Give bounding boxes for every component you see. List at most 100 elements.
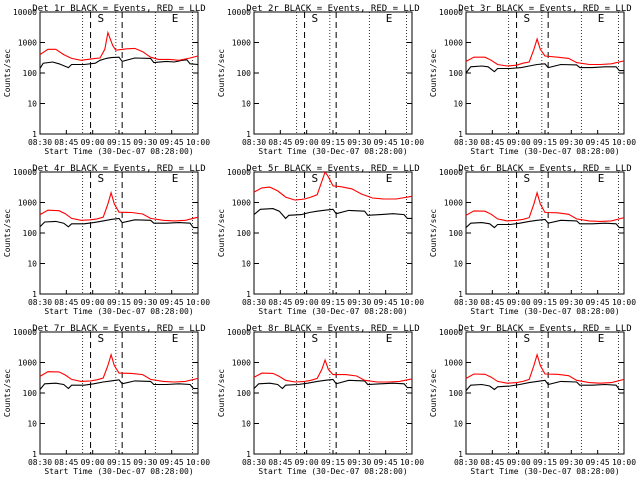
x-tick-label: 09:45 (374, 458, 398, 467)
y-axis-label: Counts/sec (429, 369, 438, 417)
x-tick-label: 08:30 (28, 298, 52, 307)
x-tick-label: 09:30 (347, 138, 371, 147)
y-tick-label: 10 (453, 260, 463, 269)
y-axis-label: Counts/sec (217, 49, 226, 97)
x-tick-label: 09:15 (533, 298, 557, 307)
marker-label-E: E (172, 332, 179, 345)
x-tick-label: 09:45 (160, 298, 184, 307)
x-tick-label: 08:30 (28, 458, 52, 467)
series-line-events (253, 378, 412, 390)
plot-frame (465, 11, 625, 135)
chart-title: Det 4r BLACK = Events, RED = LLD (32, 164, 205, 174)
y-axis-label: Counts/sec (3, 209, 12, 257)
x-tick-label: 08:30 (28, 138, 52, 147)
chart-title: Det 2r BLACK = Events, RED = LLD (246, 4, 419, 14)
x-tick-label: 08:45 (54, 298, 78, 307)
plot-frame (253, 11, 413, 135)
series-line-lld (465, 190, 625, 222)
series-line-lld (465, 352, 625, 384)
x-axis-label: Start Time (30-Dec-07 08:28:00) (470, 467, 619, 476)
x-tick-label: 09:45 (586, 138, 610, 147)
y-tick-label: 10000 (13, 328, 37, 337)
y-tick-label: 10 (27, 420, 37, 429)
y-tick-label: 10000 (13, 168, 37, 177)
x-tick-label: 08:45 (480, 298, 504, 307)
x-tick-label: 09:45 (374, 138, 398, 147)
y-tick-label: 1000 (232, 199, 251, 208)
y-axis-label: Counts/sec (217, 209, 226, 257)
x-tick-label: 09:45 (160, 458, 184, 467)
x-tick-label: 09:15 (321, 458, 345, 467)
series-line-events (465, 218, 624, 229)
series-line-lld (39, 190, 199, 222)
x-tick-label: 09:30 (133, 138, 157, 147)
y-tick-label: 10 (241, 100, 251, 109)
x-tick-label: 09:15 (533, 138, 557, 147)
marker-label-E: E (386, 172, 393, 185)
x-tick-label: 09:15 (533, 458, 557, 467)
y-tick-label: 10000 (439, 328, 463, 337)
y-tick-label: 100 (449, 69, 464, 78)
x-tick-label: 08:45 (480, 138, 504, 147)
x-tick-label: 08:45 (268, 138, 292, 147)
x-tick-label: 09:00 (507, 138, 531, 147)
series-line-lld (253, 358, 413, 383)
series-line-lld (253, 170, 413, 201)
y-tick-label: 10 (241, 420, 251, 429)
marker-label-S: S (98, 12, 105, 25)
x-tick-label: 09:45 (586, 458, 610, 467)
x-tick-label: 09:30 (133, 458, 157, 467)
y-axis-label: Counts/sec (217, 369, 226, 417)
x-tick-label: 08:30 (454, 138, 478, 147)
x-tick-label: 08:45 (268, 458, 292, 467)
x-tick-label: 09:00 (507, 298, 531, 307)
x-tick-label: 09:30 (559, 458, 583, 467)
series-line-lld (39, 352, 199, 383)
series-line-events (39, 217, 198, 229)
y-tick-label: 1000 (232, 39, 251, 48)
x-tick-label: 09:00 (507, 458, 531, 467)
plot-frame (465, 331, 625, 455)
x-tick-label: 09:45 (374, 298, 398, 307)
x-tick-label: 09:00 (81, 458, 105, 467)
x-tick-label: 09:15 (107, 138, 131, 147)
plot-frame (465, 171, 625, 295)
x-tick-label: 09:30 (347, 298, 371, 307)
y-tick-label: 10 (27, 100, 37, 109)
x-tick-label: 08:45 (480, 458, 504, 467)
y-tick-label: 1000 (444, 39, 463, 48)
x-tick-label: 09:45 (160, 138, 184, 147)
x-tick-label: 10:00 (186, 298, 210, 307)
y-tick-label: 10000 (439, 8, 463, 17)
y-tick-label: 100 (449, 229, 464, 238)
x-tick-label: 09:15 (107, 458, 131, 467)
chart-title: Det 5r BLACK = Events, RED = LLD (246, 164, 419, 174)
y-tick-label: 10 (241, 260, 251, 269)
x-axis-label: Start Time (30-Dec-07 08:28:00) (44, 467, 193, 476)
x-tick-label: 09:30 (133, 298, 157, 307)
y-tick-label: 1 (32, 130, 37, 139)
series-line-lld (465, 37, 625, 67)
y-tick-label: 100 (23, 69, 38, 78)
y-tick-label: 100 (23, 389, 38, 398)
marker-label-E: E (598, 332, 605, 345)
series-line-events (39, 379, 198, 390)
x-tick-label: 08:30 (242, 458, 266, 467)
marker-label-E: E (386, 332, 393, 345)
y-tick-label: 1 (458, 130, 463, 139)
y-tick-label: 100 (237, 389, 252, 398)
x-tick-label: 09:45 (586, 298, 610, 307)
y-tick-label: 100 (449, 389, 464, 398)
x-axis-label: Start Time (30-Dec-07 08:28:00) (44, 307, 193, 316)
y-tick-label: 1 (246, 130, 251, 139)
marker-label-S: S (524, 172, 531, 185)
y-tick-label: 10 (453, 420, 463, 429)
x-tick-label: 08:30 (454, 298, 478, 307)
y-tick-label: 10000 (227, 328, 251, 337)
y-tick-label: 1 (246, 450, 251, 459)
marker-label-E: E (172, 172, 179, 185)
